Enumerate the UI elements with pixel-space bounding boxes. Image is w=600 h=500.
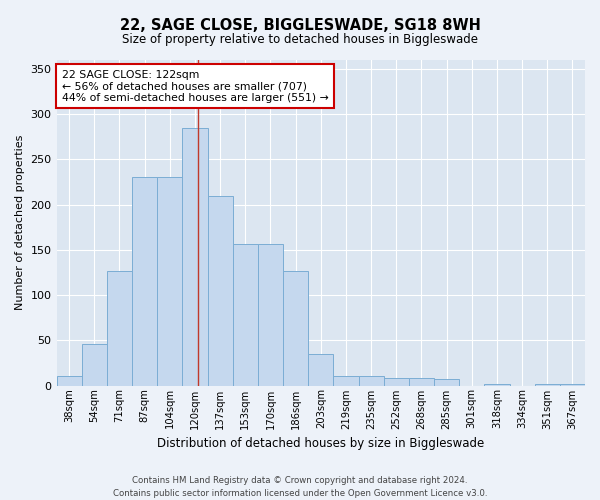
- Bar: [56, 376, 82, 386]
- X-axis label: Distribution of detached houses by size in Biggleswade: Distribution of detached houses by size …: [157, 437, 484, 450]
- Bar: [82, 344, 107, 386]
- Bar: [434, 379, 459, 386]
- Bar: [258, 244, 283, 386]
- Bar: [383, 378, 409, 386]
- Bar: [359, 376, 383, 386]
- Bar: [560, 384, 585, 386]
- Bar: [484, 384, 509, 386]
- Bar: [107, 270, 132, 386]
- Bar: [208, 196, 233, 386]
- Text: 22 SAGE CLOSE: 122sqm
← 56% of detached houses are smaller (707)
44% of semi-det: 22 SAGE CLOSE: 122sqm ← 56% of detached …: [62, 70, 329, 103]
- Bar: [535, 384, 560, 386]
- Bar: [182, 128, 208, 386]
- Text: Size of property relative to detached houses in Biggleswade: Size of property relative to detached ho…: [122, 32, 478, 46]
- Bar: [409, 378, 434, 386]
- Text: 22, SAGE CLOSE, BIGGLESWADE, SG18 8WH: 22, SAGE CLOSE, BIGGLESWADE, SG18 8WH: [119, 18, 481, 32]
- Bar: [283, 270, 308, 386]
- Bar: [308, 354, 334, 386]
- Bar: [132, 176, 157, 386]
- Bar: [157, 176, 182, 386]
- Bar: [233, 244, 258, 386]
- Bar: [334, 376, 359, 386]
- Text: Contains HM Land Registry data © Crown copyright and database right 2024.
Contai: Contains HM Land Registry data © Crown c…: [113, 476, 487, 498]
- Y-axis label: Number of detached properties: Number of detached properties: [15, 135, 25, 310]
